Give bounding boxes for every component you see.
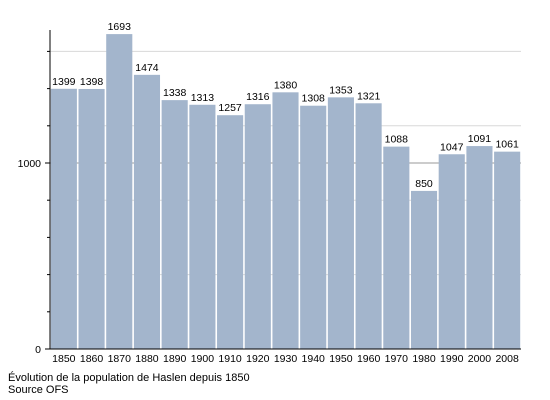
bar-1910 bbox=[217, 115, 244, 349]
value-label-1870: 1693 bbox=[108, 21, 132, 33]
bar-1970 bbox=[383, 146, 410, 349]
x-tick-label-1950: 1950 bbox=[329, 353, 353, 365]
x-tick-label-1860: 1860 bbox=[80, 353, 104, 365]
x-tick-label-1850: 1850 bbox=[52, 353, 76, 365]
bar-1950 bbox=[327, 97, 354, 349]
value-label-1920: 1316 bbox=[246, 91, 270, 103]
value-label-1860: 1398 bbox=[80, 76, 104, 88]
chart-caption: Évolution de la population de Haslen dep… bbox=[8, 372, 250, 384]
bar-1980 bbox=[410, 190, 438, 349]
x-tick-label-1920: 1920 bbox=[246, 353, 270, 365]
bar-1940 bbox=[300, 105, 327, 350]
bar-1930 bbox=[272, 92, 299, 349]
x-tick-label-1890: 1890 bbox=[163, 353, 187, 365]
x-tick-label-2000: 2000 bbox=[468, 353, 492, 365]
x-tick-labels: 1850 1860 1870 1880 1890 1900 1910 1920 1930 1940… bbox=[52, 353, 519, 365]
x-tick-label-1940: 1940 bbox=[302, 353, 326, 365]
x-tick-label-1900: 1900 bbox=[191, 353, 215, 365]
x-tick-label-1870: 1870 bbox=[108, 353, 132, 365]
value-label-1930: 1380 bbox=[274, 79, 298, 91]
bar-1900 bbox=[189, 104, 216, 349]
x-tick-label-1930: 1930 bbox=[274, 353, 298, 365]
value-label-1910: 1257 bbox=[218, 102, 242, 114]
bar-1880 bbox=[133, 74, 161, 349]
y-tick-label-0: 0 bbox=[35, 344, 41, 356]
bar-1960 bbox=[355, 103, 382, 349]
value-label-1970: 1088 bbox=[385, 134, 409, 146]
bar-2000 bbox=[466, 146, 493, 349]
value-label-1990: 1047 bbox=[440, 141, 464, 153]
value-label-1980: 850 bbox=[415, 178, 433, 190]
value-label-1900: 1313 bbox=[191, 92, 215, 104]
y-axis: 0 1000 bbox=[18, 30, 521, 356]
value-label-1890: 1338 bbox=[163, 87, 187, 99]
bar-2008 bbox=[494, 151, 521, 349]
x-tick-label-1970: 1970 bbox=[385, 353, 409, 365]
x-tick-label-1990: 1990 bbox=[440, 353, 464, 365]
value-label-2000: 1091 bbox=[468, 133, 492, 145]
bar-1860 bbox=[78, 88, 105, 349]
value-label-1850: 1399 bbox=[52, 76, 76, 88]
bars bbox=[50, 34, 521, 350]
bar-1850 bbox=[50, 88, 77, 349]
x-tick-label-1980: 1980 bbox=[412, 353, 436, 365]
x-tick-label-1910: 1910 bbox=[218, 353, 242, 365]
bar-1870 bbox=[106, 34, 133, 349]
value-label-1960: 1321 bbox=[357, 90, 381, 102]
chart-source: Source OFS bbox=[8, 384, 69, 396]
x-tick-label-1960: 1960 bbox=[357, 353, 381, 365]
x-tick-label-2008: 2008 bbox=[495, 353, 519, 365]
x-tick-label-1880: 1880 bbox=[135, 353, 159, 365]
bar-1920 bbox=[244, 104, 271, 349]
bar-1890 bbox=[161, 100, 188, 349]
value-label-1880: 1474 bbox=[135, 62, 159, 74]
value-label-1940: 1308 bbox=[302, 93, 326, 105]
bar-1990 bbox=[438, 154, 465, 349]
value-label-2008: 1061 bbox=[495, 139, 519, 151]
y-tick-label-1000: 1000 bbox=[18, 158, 42, 170]
value-label-1950: 1353 bbox=[329, 84, 353, 96]
